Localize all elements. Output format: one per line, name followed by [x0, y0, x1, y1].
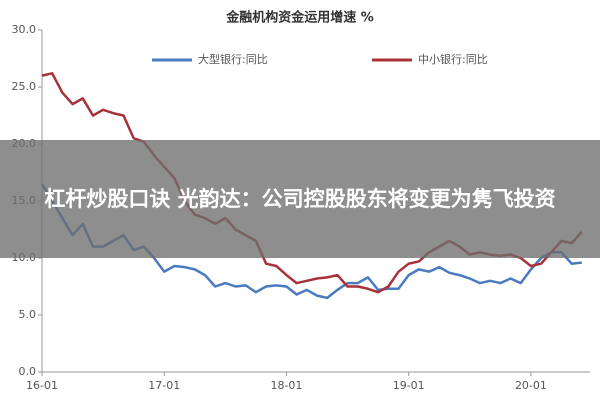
legend-label: 中小银行:同比 — [418, 52, 488, 66]
legend-label: 大型银行:同比 — [198, 52, 268, 66]
x-tick-label: 17-01 — [148, 379, 180, 392]
x-tick-label: 16-01 — [26, 379, 58, 392]
y-tick-label: 5.0 — [19, 308, 37, 321]
x-tick-label: 18-01 — [270, 379, 302, 392]
x-tick-label: 20-01 — [515, 379, 547, 392]
y-tick-label: 25.0 — [12, 80, 37, 93]
overlay-banner: 杠杆炒股口诀 光韵达：公司控股股东将变更为隽飞投资 — [0, 140, 600, 258]
y-tick-label: 30.0 — [12, 23, 37, 36]
overlay-text: 杠杆炒股口诀 光韵达：公司控股股东将变更为隽飞投资 — [44, 187, 556, 211]
y-tick-label: 0.0 — [19, 365, 37, 378]
chart-title: 金融机构资金运用增速 % — [225, 10, 374, 26]
x-tick-label: 19-01 — [393, 379, 425, 392]
